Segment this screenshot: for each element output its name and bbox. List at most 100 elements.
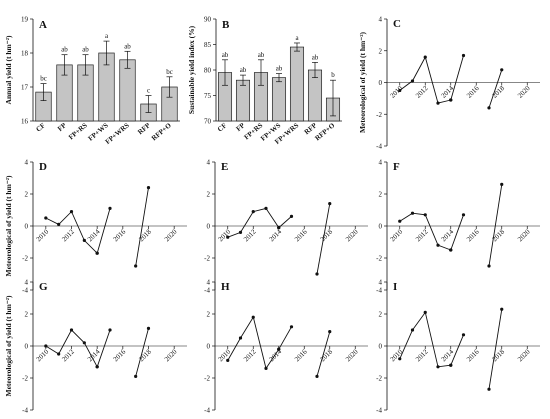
series-line [135, 328, 149, 377]
y-tick-label: 4 [207, 279, 211, 287]
x-tick-label: 2010 [35, 347, 51, 363]
y-tick-label: -4 [376, 287, 382, 295]
y-tick-label: 85 [204, 41, 212, 49]
y-axis-title: Meteorological of yield (t hm⁻²) [4, 295, 13, 397]
data-point [461, 333, 466, 337]
y-tick-label: -2 [204, 375, 210, 383]
category-label: RFP+O [150, 121, 173, 142]
data-point [238, 336, 243, 340]
y-tick-label: -4 [376, 407, 382, 415]
x-tick-label: 2020 [516, 227, 532, 243]
category-label: CF [34, 121, 46, 133]
panel-e: -4 -2 0 2 4 2010 2012 2014 2016 2018 2020 E [204, 159, 368, 295]
data-point [410, 211, 415, 215]
x-tick-label: 2020 [516, 84, 532, 100]
data-point [289, 325, 294, 329]
data-point [44, 344, 48, 348]
y-tick-label: 2 [379, 191, 383, 199]
x-tick-label: 2010 [217, 227, 233, 243]
data-point [57, 222, 61, 226]
y-tick-label: 75 [204, 92, 212, 100]
data-point [398, 219, 402, 223]
y-axis-title: Meteorological of yield (t hm⁻²) [4, 175, 13, 277]
series-line [450, 214, 464, 251]
significance-label: ab [258, 51, 265, 59]
data-point [449, 363, 453, 367]
y-tick-label: 4 [207, 159, 211, 167]
x-tick-label: 2016 [112, 347, 128, 363]
x-tick-label: 2010 [217, 347, 233, 363]
series-line [96, 329, 111, 367]
category-label: FP [56, 121, 68, 133]
significance-label: a [295, 34, 299, 42]
x-tick-label: 2016 [293, 347, 309, 363]
data-point [134, 374, 138, 378]
y-tick-label: 0 [379, 79, 383, 87]
y-tick-label: 2 [25, 191, 29, 199]
x-tick-label: 2020 [344, 227, 360, 243]
bar [235, 79, 251, 122]
x-tick-label: 2010 [389, 347, 405, 363]
data-point [108, 328, 112, 332]
y-tick-label: 2 [207, 191, 211, 199]
category-label: RFP [136, 121, 152, 136]
y-tick-label: 2 [25, 311, 29, 319]
y-tick-label: -2 [22, 255, 28, 263]
y-tick-label: 4 [379, 16, 383, 24]
y-tick-label: 4 [379, 279, 383, 287]
x-tick-label: 2016 [112, 227, 128, 243]
category-label: FP+RS [67, 121, 89, 141]
series-line [316, 331, 331, 377]
category-label: FP+WRS [104, 121, 131, 146]
panel-letter: I [393, 281, 397, 293]
panel-i: -4 -2 0 2 4 2010 2012 2014 2016 2018 2020 I [376, 279, 540, 415]
panel-letter: G [39, 281, 48, 293]
x-tick-label: 2014 [268, 347, 284, 363]
y-tick-label: 4 [379, 159, 383, 167]
x-tick-label: 2012 [60, 347, 76, 363]
significance-label: bc [166, 68, 173, 76]
series-line [488, 309, 503, 390]
significance-label: ab [276, 65, 283, 73]
bar [271, 77, 287, 122]
x-tick-label: 2010 [389, 227, 405, 243]
y-tick-label: 2 [379, 311, 383, 319]
panel-letter: D [39, 161, 47, 173]
y-tick-label: -2 [376, 375, 382, 383]
data-point [44, 216, 48, 220]
x-tick-label: 2010 [35, 227, 51, 243]
data-point [69, 210, 74, 214]
x-tick-label: 2012 [414, 84, 430, 100]
category-label: CF [216, 121, 228, 133]
data-point [449, 248, 453, 252]
x-tick-label: 2020 [516, 347, 532, 363]
x-tick-label: 2018 [491, 84, 507, 100]
data-point [461, 53, 466, 58]
data-point [500, 182, 504, 186]
panel-letter: A [39, 19, 47, 31]
data-point [461, 213, 466, 217]
data-point [328, 330, 332, 334]
data-point [410, 79, 415, 83]
y-tick-label: -2 [376, 255, 382, 263]
series-line [450, 55, 464, 101]
y-tick-label: 0 [207, 223, 211, 231]
y-tick-label: 0 [25, 223, 29, 231]
y-tick-label: 18 [21, 50, 29, 58]
data-point [264, 366, 268, 370]
data-point [69, 328, 74, 332]
y-tick-label: -4 [22, 287, 28, 295]
x-tick-label: 2012 [414, 227, 430, 243]
series-line [488, 184, 503, 267]
bar [119, 59, 136, 122]
bar [289, 46, 305, 122]
data-point [410, 328, 415, 332]
y-tick-label: 4 [25, 279, 29, 287]
y-tick-label: 0 [25, 343, 29, 351]
